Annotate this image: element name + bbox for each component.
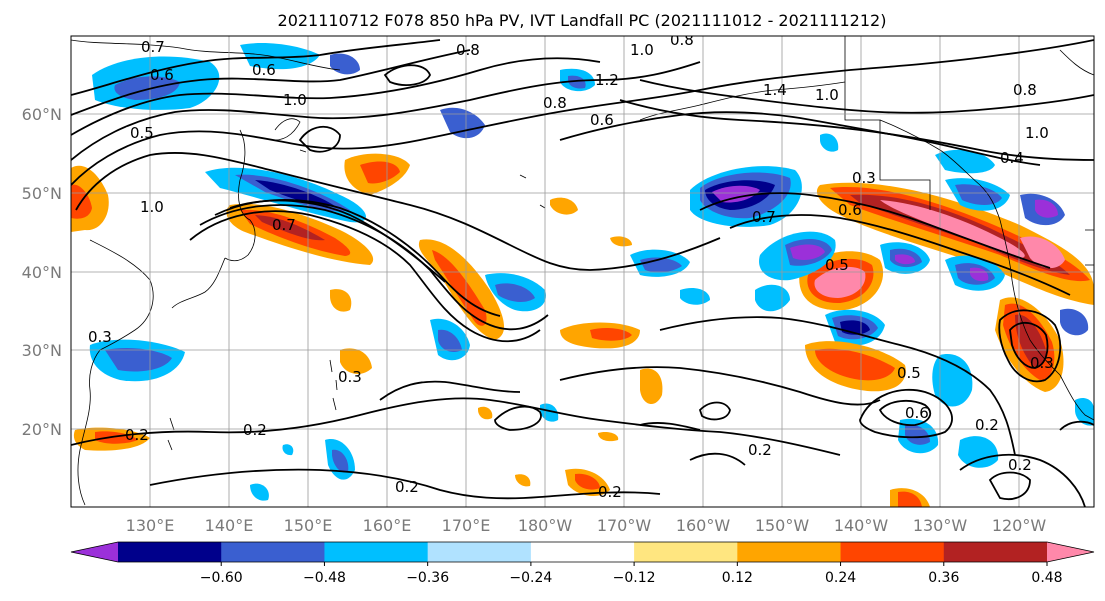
colorbar-tick-label: −0.36: [406, 570, 449, 586]
contour-label: 0.3: [338, 368, 362, 386]
contour-label: 0.8: [456, 41, 480, 59]
colorbar-tick-label: 0.48: [1031, 570, 1062, 586]
colorbar-tick-label: −0.48: [303, 570, 346, 586]
colorbar-extend-left: [71, 542, 118, 562]
contour-label: 0.2: [395, 478, 419, 496]
contour-label: 0.4: [1000, 149, 1024, 167]
contour-label: 0.6: [590, 111, 614, 129]
contour-label: 0.5: [130, 124, 154, 142]
contour-label: 1.2: [595, 71, 619, 89]
lat-tick-label: 20°N: [22, 420, 62, 439]
colorbar-tick-label: −0.24: [509, 570, 552, 586]
lat-tick-label: 60°N: [22, 105, 62, 124]
lat-tick-labels: 60°N 50°N 40°N 30°N 20°N: [22, 105, 62, 439]
colorbar-segment: [324, 542, 429, 562]
ivt-contours: [71, 39, 1094, 507]
pv-shading: [71, 43, 1094, 507]
contour-label: 0.7: [752, 208, 776, 226]
colorbar-tick-label: −0.12: [613, 570, 656, 586]
lon-tick-label: 130°W: [913, 516, 968, 535]
colorbar-extend-right: [1047, 542, 1094, 562]
colorbar-segment: [737, 542, 842, 562]
colorbar-segment: [118, 542, 222, 562]
colorbar-segment: [221, 542, 325, 562]
contour-label: 0.6: [150, 66, 174, 84]
contour-label: 0.3: [852, 169, 876, 187]
lon-tick-label: 170°W: [597, 516, 652, 535]
lon-tick-label: 140°W: [834, 516, 889, 535]
colorbar-tick-label: 0.24: [825, 570, 856, 586]
colorbar-segment: [530, 542, 635, 562]
map-frame: 0.7 0.6 0.6 0.8 1.0 0.8 1.2 1.0 0.8 0.6 …: [70, 31, 1095, 508]
colorbar-tick-label: 0.36: [928, 570, 959, 586]
lon-tick-label: 150°W: [755, 516, 810, 535]
contour-label: 1.0: [140, 198, 164, 216]
lon-tick-label: 150°E: [284, 516, 333, 535]
contour-label: 0.2: [1008, 456, 1032, 474]
contour-label: 0.2: [125, 426, 149, 444]
lon-tick-label: 140°E: [205, 516, 254, 535]
map-title: 2021110712 F078 850 hPa PV, IVT Landfall…: [278, 11, 887, 30]
contour-label: 0.2: [243, 421, 267, 439]
lon-tick-label: 160°W: [676, 516, 731, 535]
contour-label: 0.2: [598, 483, 622, 501]
colorbar-segment: [427, 542, 532, 562]
colorbar-tick-label: −0.60: [200, 570, 243, 586]
contour-label: 0.8: [670, 31, 694, 49]
lon-tick-label: 120°W: [992, 516, 1047, 535]
contour-label: 0.5: [825, 256, 849, 274]
contour-label: 1.0: [283, 91, 307, 109]
lat-tick-label: 30°N: [22, 341, 62, 360]
lon-tick-label: 160°E: [363, 516, 412, 535]
colorbar: −0.60 −0.48 −0.36 −0.24 −0.12 0.12 0.24 0.36 0.4…: [70, 541, 1095, 586]
contour-label: 0.2: [748, 441, 772, 459]
lat-tick-label: 40°N: [22, 263, 62, 282]
contour-label: 0.6: [252, 61, 276, 79]
contour-label: 1.4: [763, 81, 787, 99]
contour-label: 0.6: [838, 201, 862, 219]
contour-labels: 0.7 0.6 0.6 0.8 1.0 0.8 1.2 1.0 0.8 0.6 …: [88, 31, 1054, 501]
colorbar-tick-label: 0.12: [722, 570, 753, 586]
contour-label: 0.6: [905, 404, 929, 422]
contour-label: 0.3: [1030, 354, 1054, 372]
contour-label: 0.5: [897, 364, 921, 382]
contour-label: 0.7: [272, 216, 296, 234]
contour-label: 0.8: [1013, 81, 1037, 99]
contour-label: 0.8: [543, 94, 567, 112]
contour-label: 1.0: [815, 86, 839, 104]
contour-label: 1.0: [1025, 124, 1049, 142]
colorbar-segment: [943, 542, 1048, 562]
lon-tick-label: 170°E: [442, 516, 491, 535]
colorbar-segment: [840, 542, 945, 562]
contour-label: 0.3: [88, 328, 112, 346]
colorbar-segment: [634, 542, 738, 562]
lat-tick-label: 50°N: [22, 184, 62, 203]
lon-tick-label: 180°W: [518, 516, 573, 535]
contour-label: 0.7: [141, 38, 165, 56]
lon-tick-labels: 130°E 140°E 150°E 160°E 170°E 180°W 170°…: [126, 516, 1047, 535]
lon-tick-label: 130°E: [126, 516, 175, 535]
coastlines: [71, 36, 1094, 506]
contour-label: 0.2: [975, 416, 999, 434]
contour-label: 1.0: [630, 41, 654, 59]
